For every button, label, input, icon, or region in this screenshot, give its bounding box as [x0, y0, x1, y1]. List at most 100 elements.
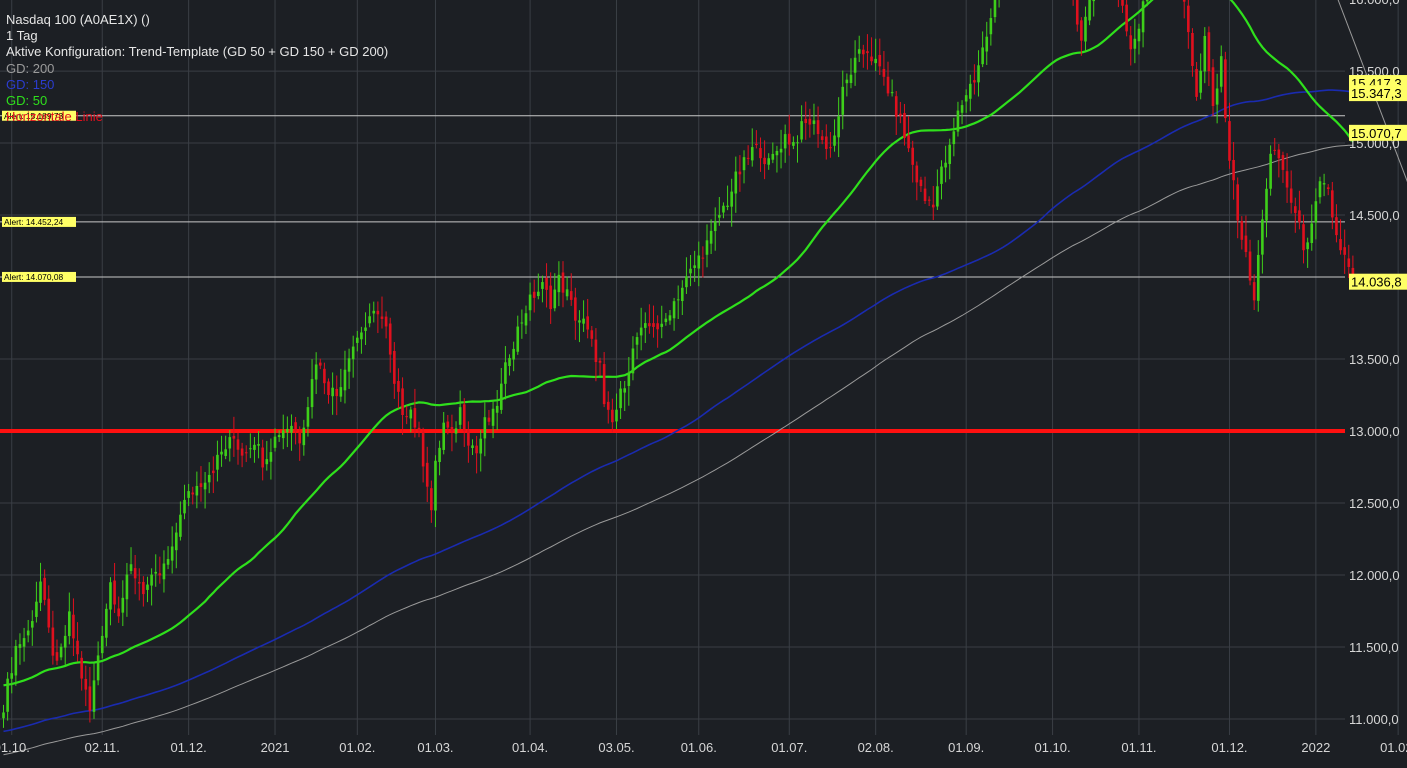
candle-body — [767, 158, 771, 165]
candle-body — [664, 318, 668, 323]
candle-body — [968, 83, 972, 99]
candle-body — [434, 460, 437, 511]
price-labels: 15.417,315.347,315.070,714.036,8 — [1349, 75, 1407, 290]
alert-label: Alert: 14.452,24 — [4, 217, 63, 227]
candle-body — [561, 272, 565, 293]
candle-body — [1129, 35, 1133, 50]
candle-body — [734, 171, 738, 194]
candle-body — [627, 372, 631, 386]
candle-body — [191, 492, 195, 495]
candle-body — [726, 205, 729, 207]
candle-body — [269, 452, 273, 462]
candle-body — [1281, 155, 1285, 170]
candle-body — [1240, 221, 1244, 240]
candle-body — [771, 153, 775, 160]
candle-body — [1219, 56, 1223, 87]
price-label-bg — [1349, 273, 1407, 290]
candles — [2, 0, 1355, 728]
candle-body — [257, 444, 260, 446]
moving-averages — [3, 0, 1354, 756]
candle-body — [1080, 20, 1083, 41]
candle-body — [265, 459, 269, 465]
candle-body — [121, 597, 125, 613]
legend-hline: Horizontale Linie — [6, 109, 103, 125]
candle-body — [1248, 251, 1252, 281]
candle-body — [878, 54, 882, 67]
candle-body — [10, 673, 14, 679]
candle-body — [261, 447, 264, 468]
candle-body — [532, 291, 536, 298]
candle-body — [306, 407, 310, 427]
candle-body — [697, 255, 701, 269]
candle-body — [220, 451, 223, 455]
candle-body — [1236, 184, 1239, 221]
chart-legend: Nasdaq 100 (A0AE1X) () 1 Tag Aktive Konf… — [6, 12, 388, 125]
candle-body — [495, 405, 499, 413]
candle-body — [973, 80, 976, 83]
candle-body — [1215, 88, 1219, 105]
candle-body — [442, 422, 445, 450]
candle-body — [290, 425, 293, 433]
candle-body — [183, 499, 186, 514]
candle-body — [154, 571, 158, 574]
candle-body — [240, 448, 244, 456]
candle-body — [1273, 149, 1277, 151]
candle-body — [689, 268, 692, 274]
candle-body — [6, 678, 9, 712]
candle-body — [672, 301, 676, 319]
candle-body — [516, 326, 520, 352]
candle-body — [569, 291, 573, 300]
candle-body — [742, 157, 746, 171]
candle-body — [1314, 201, 1318, 223]
candle-body — [2, 712, 5, 719]
candle-body — [18, 644, 22, 648]
candle-body — [30, 621, 34, 628]
candle-body — [142, 581, 145, 595]
alert-lines[interactable]: Alert: 15.189,73 Alert: 14.452,24 Alert: 1… — [0, 110, 1345, 282]
candle-body — [393, 350, 396, 384]
candle-body — [750, 147, 754, 161]
candle-body — [964, 95, 968, 102]
candle-body — [907, 135, 910, 149]
candle-body — [166, 559, 170, 565]
candle-body — [1088, 0, 1091, 21]
candle-body — [199, 483, 203, 488]
candle-body — [993, 0, 997, 18]
candle-body — [713, 221, 717, 232]
candle-body — [944, 162, 947, 168]
candle-body — [915, 165, 919, 183]
candle-body — [693, 265, 696, 268]
candle-body — [882, 68, 886, 77]
candle-body — [1137, 28, 1141, 42]
candle-body — [808, 118, 812, 125]
candle-body — [372, 310, 376, 314]
candle-body — [376, 310, 380, 315]
candle-body — [841, 86, 845, 115]
candle-body — [76, 640, 79, 655]
candle-body — [438, 447, 441, 463]
candle-body — [216, 454, 219, 470]
candle-body — [310, 379, 314, 408]
candle-body — [35, 601, 38, 617]
candle-body — [919, 179, 923, 187]
candle-body — [940, 166, 943, 184]
candle-body — [179, 514, 182, 537]
candle-body — [39, 581, 42, 603]
x-tick-label: 02.08. — [858, 740, 894, 755]
candle-body — [1261, 219, 1264, 255]
chart-interval: 1 Tag — [6, 28, 38, 44]
candle-body — [462, 404, 466, 431]
candle-body — [730, 191, 733, 207]
candle-body — [989, 18, 993, 35]
candle-body — [236, 439, 240, 450]
x-tick-label: 01.11. — [1121, 740, 1156, 755]
candle-body — [648, 323, 651, 327]
candle-body — [417, 427, 421, 432]
candle-body — [360, 332, 363, 340]
candle-body — [388, 323, 392, 355]
legend-gd200: GD: 200 — [6, 60, 55, 76]
x-tick-label: 01.12. — [171, 740, 207, 755]
candle-body — [203, 482, 207, 490]
